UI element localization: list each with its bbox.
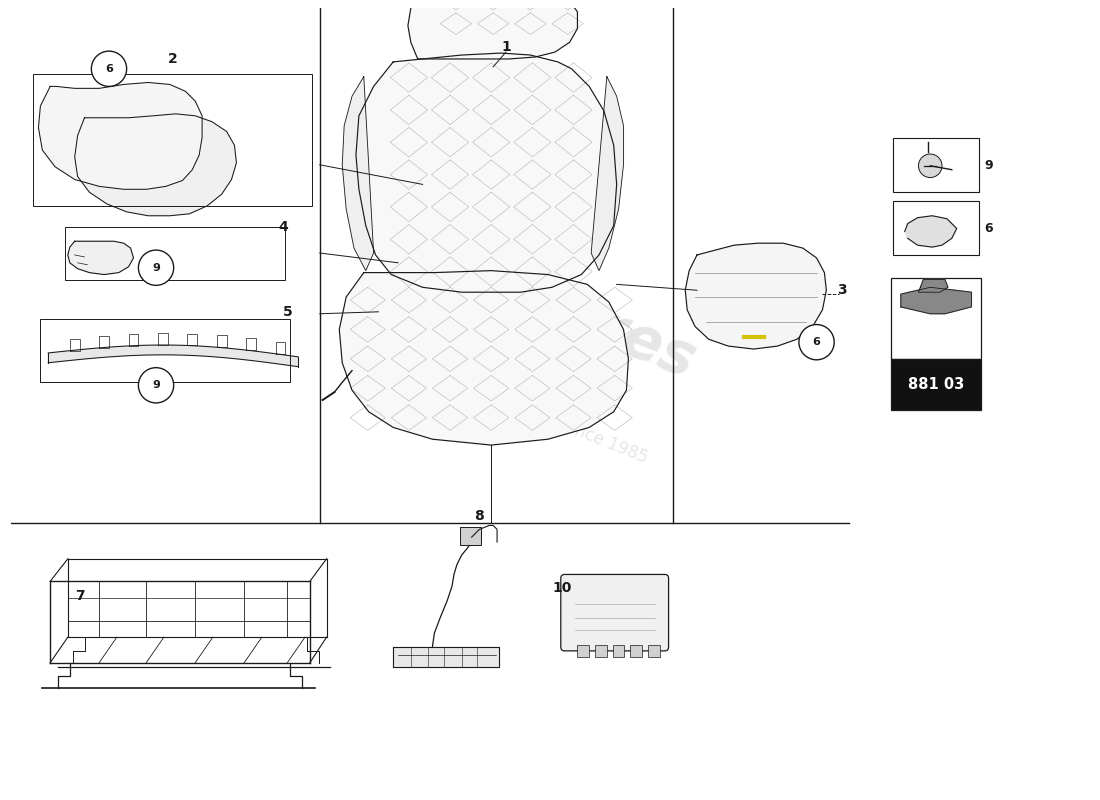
Bar (891, 278, 981, 359)
Bar (460, 527, 482, 545)
Text: euroPares: euroPares (376, 214, 705, 390)
Text: 9: 9 (984, 159, 993, 172)
Circle shape (799, 325, 834, 360)
Polygon shape (342, 77, 374, 270)
Polygon shape (901, 287, 971, 314)
Text: 881 03: 881 03 (908, 377, 965, 392)
Text: 6: 6 (984, 222, 993, 235)
Bar (578, 645, 590, 657)
Polygon shape (918, 279, 948, 292)
Polygon shape (356, 53, 617, 292)
Circle shape (91, 51, 127, 86)
Polygon shape (591, 77, 624, 270)
Bar (595, 645, 607, 657)
Polygon shape (48, 345, 298, 366)
Polygon shape (408, 0, 578, 59)
Bar (893, 201, 979, 255)
Circle shape (139, 368, 174, 403)
Bar (33, 74, 312, 206)
Circle shape (139, 250, 174, 286)
Text: 10: 10 (552, 581, 571, 595)
Text: 8: 8 (474, 509, 484, 522)
Circle shape (918, 154, 942, 178)
Bar (41, 318, 290, 382)
Polygon shape (39, 82, 202, 190)
Text: 7: 7 (75, 589, 85, 603)
Text: 6: 6 (813, 337, 821, 347)
Text: a passion for parts since 1985: a passion for parts since 1985 (410, 357, 650, 467)
Text: 5: 5 (283, 305, 293, 318)
Text: 1: 1 (500, 40, 510, 54)
Bar (893, 138, 979, 192)
Bar (648, 645, 660, 657)
Text: 9: 9 (152, 262, 160, 273)
Text: 4: 4 (278, 219, 288, 234)
Bar (630, 645, 642, 657)
FancyBboxPatch shape (561, 574, 669, 651)
Text: 9: 9 (152, 380, 160, 390)
Polygon shape (905, 216, 957, 247)
Bar (891, 359, 981, 410)
Polygon shape (68, 242, 133, 274)
Polygon shape (75, 114, 236, 216)
Bar (613, 645, 625, 657)
Polygon shape (393, 647, 499, 666)
Text: 6: 6 (106, 64, 113, 74)
Polygon shape (339, 270, 628, 445)
Text: 2: 2 (168, 52, 177, 66)
Bar (65, 226, 285, 281)
Text: 3: 3 (837, 283, 847, 298)
Polygon shape (685, 243, 826, 349)
